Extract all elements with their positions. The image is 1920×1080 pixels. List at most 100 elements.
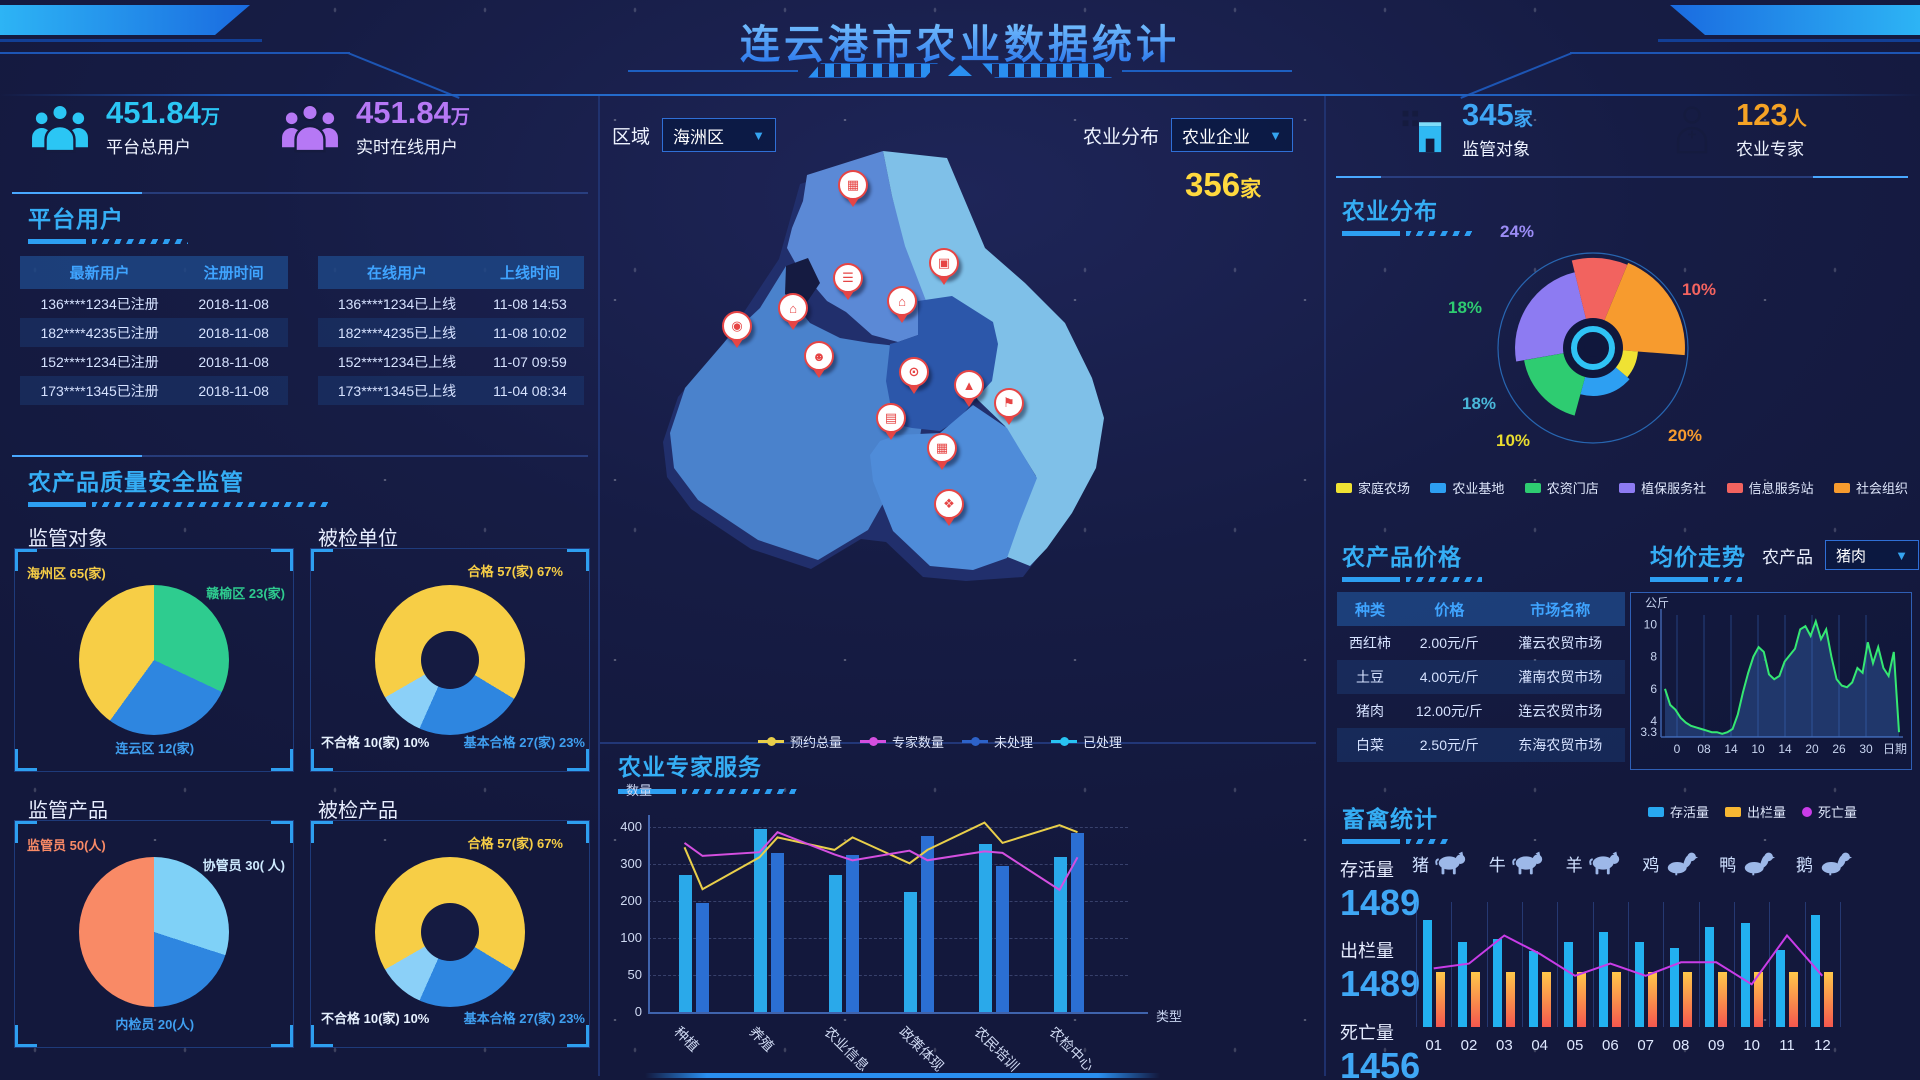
bar-未处理 (1070, 832, 1084, 1012)
bar-alive (1493, 939, 1503, 1027)
legend-label: 专家数量 (892, 735, 945, 750)
animal-item-羊[interactable]: 羊 (1566, 850, 1622, 876)
table-row: 152****1234已注册 2018-11-08 (20, 347, 288, 376)
region-select[interactable]: 海洲区 ▼ (662, 118, 777, 152)
chevron-down-icon: ▼ (1895, 547, 1908, 563)
livestock-chart: 01 02 03 04 05 06 07 08 09 10 11 12 (1412, 902, 1852, 1072)
table-row: 白菜 2.50元/斤 东海农贸市场 (1337, 728, 1625, 762)
legend-item[interactable]: 存活量 (1648, 802, 1709, 821)
donut-chart-box: 合格 57(家) 67% 基本合格 27(家) 23% 不合格 10(家) 10% (310, 548, 590, 772)
column-header: 上线时间 (499, 265, 560, 282)
x-axis-month: 12 (1813, 1037, 1831, 1054)
product-select[interactable]: 猪肉 ▼ (1825, 540, 1919, 570)
x-axis-name: 类型 (1156, 1009, 1183, 1024)
animal-name: 鸡 (1642, 855, 1660, 875)
y-axis-tick: 100 (620, 930, 642, 945)
region-filter: 区域 海洲区 ▼ (612, 118, 777, 152)
table-cell: 11-08 14:53 (493, 295, 567, 312)
online-table: 在线用户 上线时间 136****1234已上线 11-08 14:53 182****… (318, 256, 584, 405)
x-axis-category: 农民培训 (970, 1023, 1022, 1075)
column-header: 种类 (1355, 601, 1386, 619)
animal-name: 牛 (1488, 855, 1506, 875)
pie-label: 监管员 50(人) (27, 838, 106, 853)
bar-alive (1599, 931, 1609, 1027)
gridline (1451, 902, 1453, 1027)
legend-item[interactable]: 死亡量 (1802, 802, 1857, 821)
legend-item[interactable]: 家庭农场 (1336, 478, 1410, 497)
stat-total-users: 451.84万 平台总用户 (28, 95, 220, 158)
animal-quadruped-icon (1511, 850, 1545, 876)
legend-swatch (1802, 806, 1813, 817)
svg-text:8: 8 (1650, 650, 1657, 664)
map-marker[interactable]: ▤ (876, 403, 906, 433)
x-axis-month: 01 (1425, 1037, 1442, 1054)
map-marker[interactable]: ⌂ (778, 293, 808, 323)
bottom-frame (645, 1073, 1160, 1078)
legend-item[interactable]: 出栏量 (1725, 802, 1786, 821)
map-marker[interactable]: ▣ (929, 248, 959, 278)
distribution-select[interactable]: 农业企业 ▼ (1171, 118, 1294, 152)
stat-label: 农业专家 (1736, 140, 1804, 160)
animal-item-鹅[interactable]: 鹅 (1796, 850, 1852, 876)
stat-online-users: 451.84万 实时在线用户 (278, 95, 470, 158)
animal-item-鸭[interactable]: 鸭 (1719, 850, 1775, 876)
x-axis-month: 11 (1779, 1037, 1795, 1054)
bar-slaughter (1471, 972, 1480, 1027)
map-marker[interactable]: ▲ (954, 370, 984, 400)
animal-name: 羊 (1565, 855, 1583, 875)
pie-label: 合格 57(家) 67% (467, 836, 563, 851)
table-cell: 2018-11-08 (198, 324, 269, 341)
legend-swatch (1725, 806, 1742, 817)
bar-已处理 (978, 843, 992, 1012)
legend-swatch (1833, 482, 1850, 493)
animal-item-鸡[interactable]: 鸡 (1642, 850, 1698, 876)
legend-label: 植保服务社 (1641, 481, 1707, 496)
map-marker[interactable]: ☻ (804, 341, 834, 371)
legend-swatch (1524, 482, 1541, 493)
map-marker[interactable]: ❖ (934, 489, 964, 519)
gridline (1769, 902, 1771, 1027)
bar-已处理 (678, 875, 692, 1012)
legend-item[interactable]: 未处理 (962, 732, 1033, 751)
map-marker[interactable]: ⊙ (899, 357, 929, 387)
legend-item[interactable]: 已处理 (1051, 732, 1122, 751)
legend-item[interactable]: 社会组织 (1833, 478, 1908, 497)
table-cell: 东海农贸市场 (1518, 737, 1603, 753)
stat-experts: 123人 农业专家 (1662, 97, 1807, 160)
animal-item-猪[interactable]: 猪 (1412, 850, 1468, 876)
map-marker[interactable]: ⌂ (887, 286, 917, 316)
percent-label: 18% (1448, 298, 1483, 317)
legend-item[interactable]: 专家数量 (860, 732, 944, 751)
gridline (648, 827, 1128, 828)
legend-item[interactable]: 预约总量 (758, 732, 842, 751)
expert-legend: 预约总量 专家数量 未处理 已处理 (758, 732, 1122, 751)
map-marker[interactable]: ▦ (927, 433, 957, 463)
legend-label: 预约总量 (790, 735, 843, 750)
table-cell: 2.50元/斤 (1419, 737, 1479, 753)
table-cell: 2018-11-08 (198, 295, 269, 312)
legend-item[interactable]: 信息服务站 (1726, 478, 1814, 497)
donut-chart (375, 857, 525, 1007)
title-decoration (628, 63, 1292, 78)
legend-item[interactable]: 农业基地 (1430, 478, 1504, 497)
map-marker[interactable]: ☰ (833, 263, 863, 293)
bar-未处理 (920, 836, 934, 1012)
stat-value: 451.84 (356, 95, 451, 130)
map-marker[interactable]: ⚑ (994, 388, 1024, 418)
legend-item[interactable]: 植保服务社 (1619, 478, 1706, 497)
map-marker[interactable]: ◉ (722, 311, 752, 341)
column-header: 注册时间 (203, 265, 264, 282)
pie-chart-box: 赣榆区 23(家) 连云区 12(家) 海州区 65(家) (14, 548, 294, 772)
animal-item-牛[interactable]: 牛 (1489, 850, 1545, 876)
legend-item[interactable]: 农资门店 (1524, 478, 1599, 497)
table-cell: 12.00元/斤 (1415, 703, 1483, 719)
section-underline (28, 501, 328, 508)
marker-icon: ☻ (804, 341, 834, 371)
bar-slaughter (1753, 972, 1763, 1027)
pie-label: 不合格 10(家) 10% (321, 735, 430, 750)
map-marker[interactable]: ▦ (838, 170, 868, 200)
x-axis-month: 03 (1495, 1037, 1513, 1054)
bar-已处理 (903, 891, 917, 1012)
